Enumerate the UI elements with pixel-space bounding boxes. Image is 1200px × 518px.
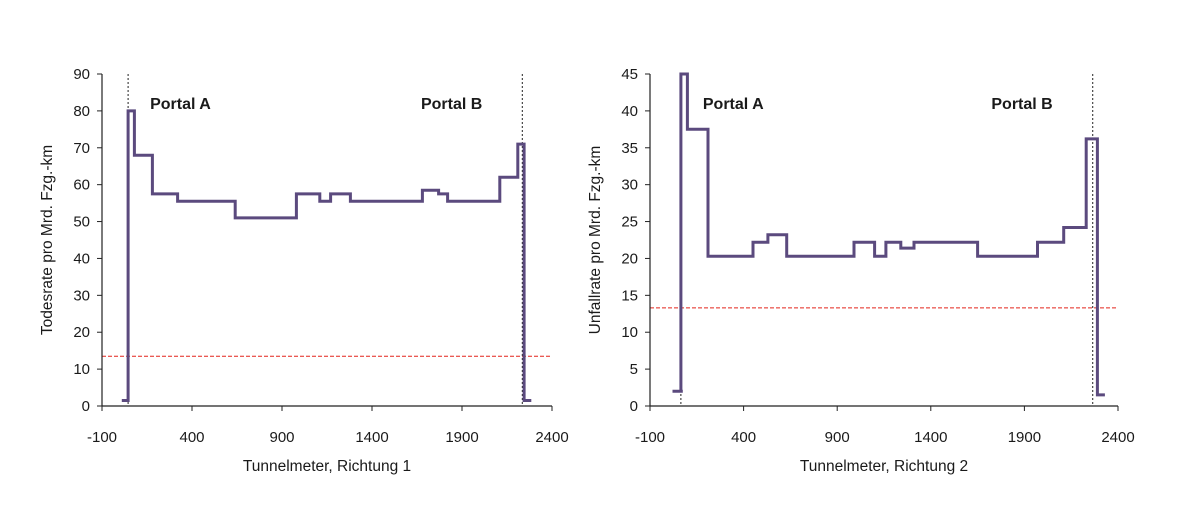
series-line: [121, 109, 532, 402]
y-tick-label: 25: [621, 214, 638, 231]
y-tick-label: 20: [621, 250, 638, 267]
x-tick-label: 900: [269, 429, 294, 446]
x-tick-label: 1400: [914, 429, 947, 446]
y-tick-label: 50: [73, 214, 90, 231]
portal-a-label: Portal A: [150, 96, 211, 113]
y-tick-label: 10: [73, 361, 90, 378]
x-tick-label: 900: [825, 429, 850, 446]
chart-panel-2: 0 5 10 15 20 25 30 35 40 45 -100 400 900 1400 1900 2400…: [587, 66, 1135, 475]
x-tick-label: 1400: [355, 429, 388, 446]
y-tick-label: 10: [621, 324, 638, 341]
x-tick-label: 1900: [1008, 429, 1041, 446]
x-tick-label: 400: [731, 429, 756, 446]
x-axis-label: Tunnelmeter, Richtung 1: [243, 458, 411, 475]
portal-a-label: Portal A: [703, 96, 764, 113]
y-tick-label: 60: [73, 177, 90, 194]
y-tick-label: 0: [630, 398, 638, 415]
x-tick-label: 2400: [535, 429, 568, 446]
y-tick-label: 90: [73, 66, 90, 83]
y-tick-label: 0: [82, 398, 90, 415]
y-tick-label: 30: [73, 287, 90, 304]
x-axis-label: Tunnelmeter, Richtung 2: [800, 458, 968, 475]
portal-b-label: Portal B: [421, 96, 482, 113]
x-tick-label: 1900: [445, 429, 478, 446]
y-tick-label: 40: [621, 103, 638, 120]
portal-b-label: Portal B: [991, 96, 1052, 113]
y-tick-label: 80: [73, 103, 90, 120]
y-tick-label: 20: [73, 324, 90, 341]
x-tick-label: 2400: [1101, 429, 1134, 446]
y-tick-label: 45: [621, 66, 638, 83]
y-tick-label: 30: [621, 177, 638, 194]
y-axis-label: Todesrate pro Mrd. Fzg.-km: [39, 145, 56, 335]
chart-panel-1: 0 10 20 30 40 50 60 70 80 90 -100 400 900 1400 1900 240…: [39, 66, 569, 475]
y-tick-label: 5: [630, 361, 638, 378]
y-tick-label: 35: [621, 140, 638, 157]
x-tick-label: -100: [87, 429, 117, 446]
y-tick-label: 40: [73, 250, 90, 267]
y-tick-label: 15: [621, 287, 638, 304]
y-tick-label: 70: [73, 140, 90, 157]
y-axis-label: Unfallrate pro Mrd. Fzg.-km: [587, 146, 604, 335]
series-line: [672, 72, 1105, 397]
x-tick-label: -100: [635, 429, 665, 446]
x-tick-label: 400: [179, 429, 204, 446]
